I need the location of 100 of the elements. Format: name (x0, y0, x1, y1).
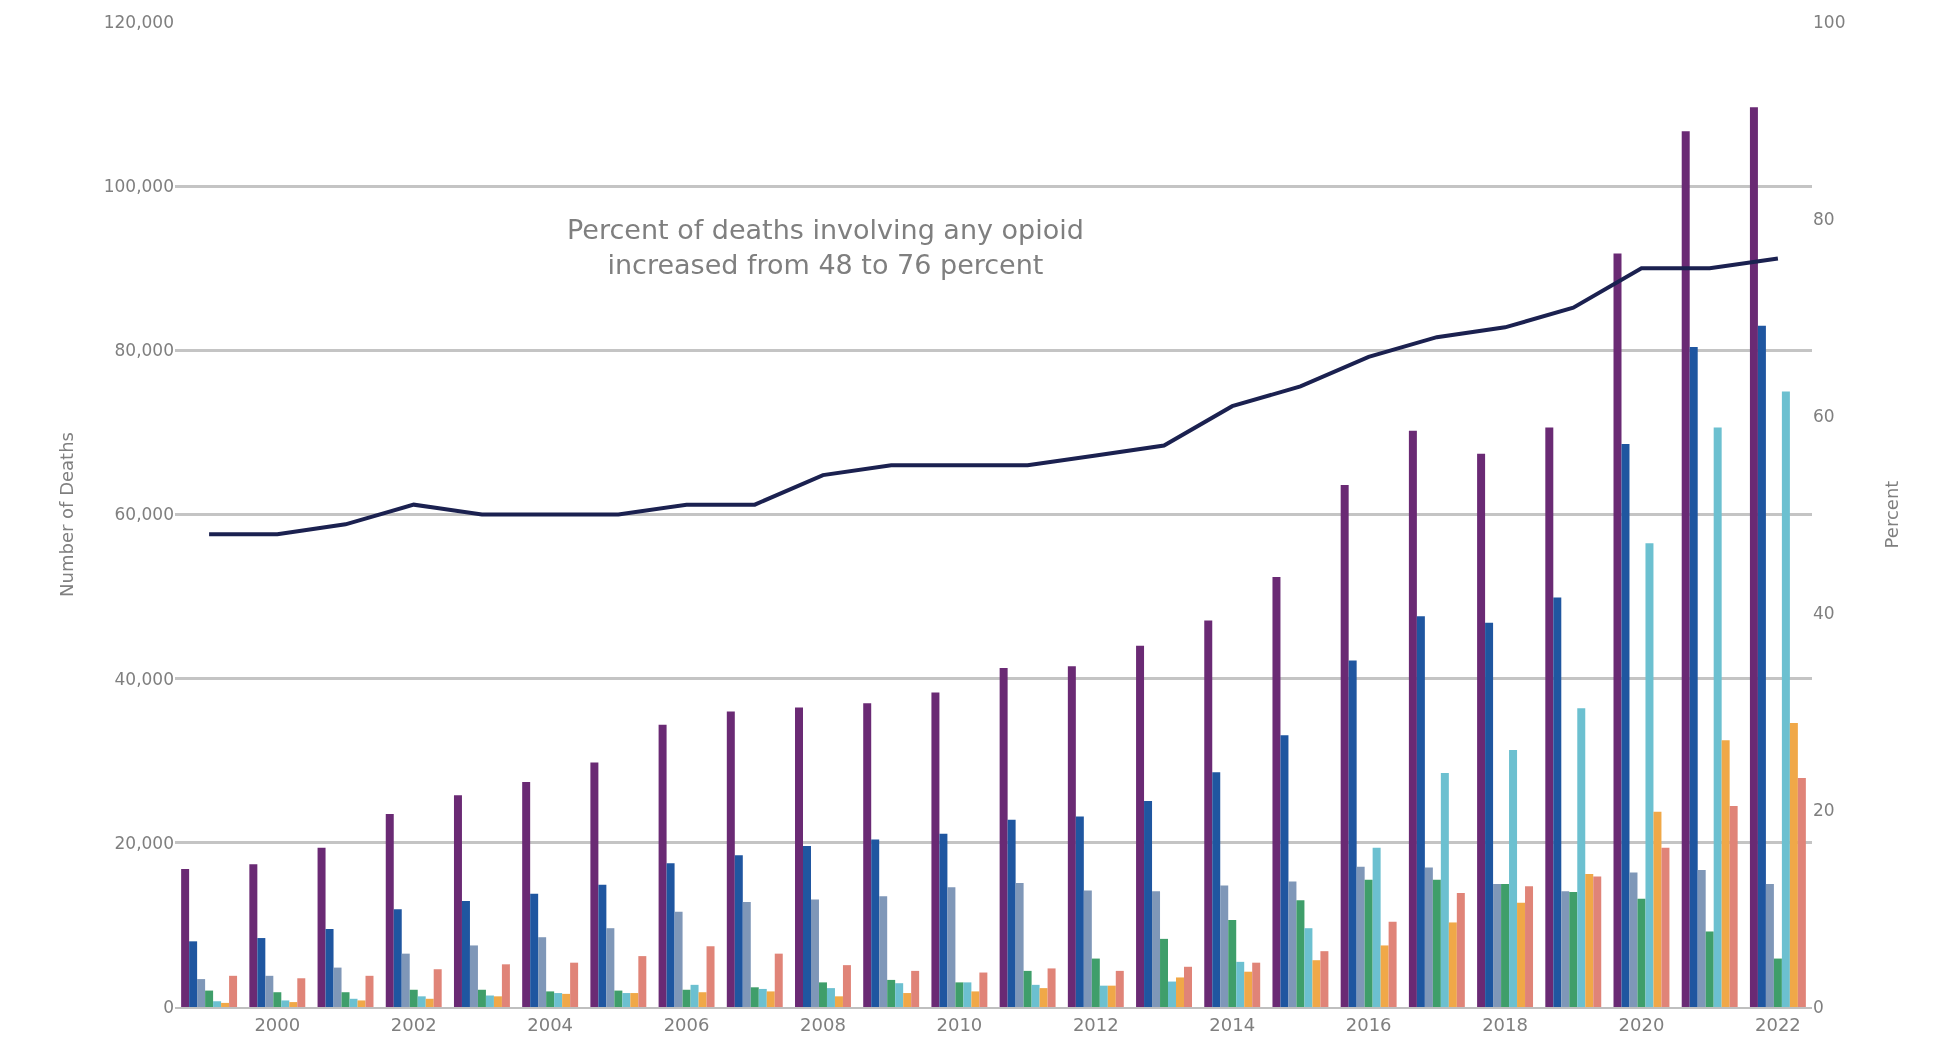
bar (598, 884, 607, 1007)
bar (562, 993, 571, 1007)
bar (1288, 881, 1297, 1007)
bar (1067, 666, 1076, 1007)
bar (409, 989, 418, 1007)
y-axis-title: Number of Deaths (55, 432, 77, 597)
bar (333, 967, 342, 1007)
bar (1015, 883, 1024, 1007)
bar (221, 1002, 230, 1007)
bar (493, 996, 502, 1007)
y-tick-label: 80,000 (114, 340, 174, 361)
bar (213, 1001, 222, 1007)
bar (1144, 800, 1153, 1007)
y2-tick-label: 100 (1813, 11, 1846, 32)
y-tick-label: 60,000 (114, 504, 174, 525)
bar (979, 972, 988, 1007)
bar (766, 991, 775, 1007)
bar (554, 993, 563, 1007)
x-tick-label: 2020 (1618, 1013, 1665, 1035)
x-tick-label: 2008 (800, 1013, 846, 1035)
bar (1797, 777, 1806, 1007)
bar (1099, 985, 1108, 1007)
bar (863, 703, 872, 1007)
x-tick-label: 2004 (527, 1013, 574, 1035)
bar (1661, 847, 1670, 1007)
bar (357, 1000, 366, 1007)
bar (1509, 750, 1518, 1007)
bar (758, 988, 767, 1007)
bar (1007, 819, 1016, 1007)
bar (622, 993, 631, 1007)
bar (477, 989, 486, 1007)
bar (1789, 722, 1798, 1007)
y2-tick-label: 20 (1813, 799, 1835, 820)
bar (895, 983, 904, 1007)
bar (1168, 981, 1177, 1007)
bar (1721, 740, 1730, 1007)
bar (903, 993, 912, 1007)
bar (461, 901, 470, 1007)
bar (485, 995, 494, 1007)
bar (698, 992, 707, 1007)
bar (879, 896, 888, 1007)
bar (1757, 325, 1766, 1007)
bar (1773, 958, 1782, 1007)
bar (181, 869, 190, 1007)
bar (1485, 622, 1494, 1007)
bar (939, 833, 948, 1007)
bar (257, 938, 266, 1007)
bar (1593, 876, 1602, 1007)
bar (1493, 883, 1502, 1007)
bar (826, 988, 835, 1007)
x-tick-label: 2022 (1754, 1013, 1801, 1035)
bar (1681, 131, 1690, 1007)
bar (1689, 347, 1698, 1007)
bar (197, 979, 206, 1007)
bar (1204, 620, 1213, 1007)
bar (682, 989, 691, 1007)
bar (742, 901, 751, 1007)
bar (795, 707, 803, 1007)
bar (606, 928, 615, 1007)
bar (614, 990, 623, 1007)
bar (726, 711, 735, 1007)
bar (1083, 890, 1092, 1007)
bar (297, 978, 306, 1007)
bar (538, 937, 547, 1007)
bar (1372, 847, 1381, 1007)
bar (1296, 900, 1305, 1007)
bar (774, 953, 783, 1007)
bar (1152, 891, 1161, 1007)
bar (1244, 971, 1253, 1007)
bar (947, 887, 956, 1007)
bar (734, 855, 743, 1007)
bar (810, 899, 819, 1007)
bar (955, 982, 964, 1007)
bar (281, 1000, 290, 1007)
bar (1047, 968, 1056, 1007)
bar (1107, 985, 1116, 1007)
bar (666, 863, 675, 1007)
bar (590, 762, 599, 1007)
bar (658, 724, 667, 1007)
bar (1553, 597, 1562, 1007)
bar (501, 964, 510, 1007)
bar (1408, 430, 1417, 1007)
bar (1304, 928, 1313, 1007)
x-tick-label: 2016 (1345, 1013, 1392, 1035)
bar (887, 979, 896, 1007)
bar (1160, 938, 1169, 1007)
bar (1212, 772, 1221, 1007)
bar (1236, 961, 1245, 1007)
bar (630, 993, 639, 1007)
bar (1320, 951, 1329, 1007)
bar (1312, 960, 1321, 1007)
bar (1577, 708, 1586, 1007)
bar (1448, 922, 1457, 1007)
y2-tick-label: 40 (1813, 602, 1835, 623)
bar (1039, 988, 1048, 1007)
bar (1517, 902, 1526, 1007)
bar (522, 782, 531, 1007)
bar (1637, 898, 1646, 1007)
bar (205, 990, 214, 1007)
bar (1653, 811, 1662, 1007)
